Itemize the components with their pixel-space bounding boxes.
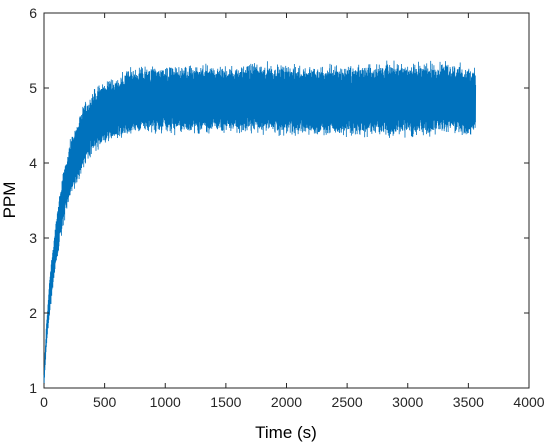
x-axis-title: Time (s)	[255, 423, 317, 442]
y-tick-label: 4	[29, 155, 37, 171]
x-tick-label: 0	[40, 394, 48, 410]
y-tick-label: 1	[29, 380, 37, 396]
signal-series	[43, 60, 477, 385]
y-tick-label: 2	[29, 305, 37, 321]
x-tick-label: 1500	[210, 394, 241, 410]
x-tick-label: 4000	[513, 394, 544, 410]
x-tick-label: 3500	[453, 394, 484, 410]
x-tick-label: 2500	[332, 394, 363, 410]
y-tick-label: 5	[29, 80, 37, 96]
y-tick-label: 3	[29, 230, 37, 246]
y-tick-label: 6	[29, 5, 37, 21]
x-tick-label: 500	[93, 394, 117, 410]
x-tick-label: 3000	[392, 394, 423, 410]
y-axis-title: PPM	[0, 182, 19, 219]
x-axis-ticks: 0 500 1000 1500 2000 2500 3000 3500 4000	[40, 13, 545, 410]
x-tick-label: 1000	[150, 394, 181, 410]
x-tick-label: 2000	[271, 394, 302, 410]
signal-line	[43, 60, 477, 385]
y-axis-ticks: 1 2 3 4 5 6	[29, 5, 529, 396]
